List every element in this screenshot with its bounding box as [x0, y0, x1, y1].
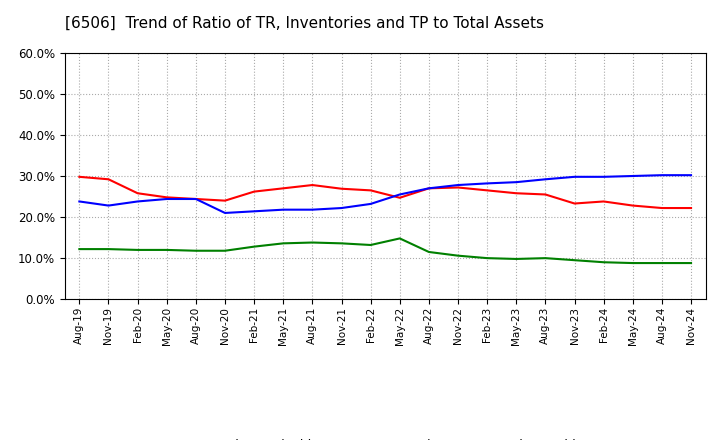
Inventories [133, 199, 142, 204]
Trade Payables [687, 260, 696, 266]
Trade Payables [395, 236, 404, 241]
Inventories [366, 201, 375, 206]
Trade Payables [483, 256, 492, 261]
Trade Payables [75, 246, 84, 252]
Inventories [512, 180, 521, 185]
Trade Receivables [599, 199, 608, 204]
Trade Receivables [250, 189, 258, 194]
Trade Receivables [454, 185, 462, 190]
Trade Payables [133, 247, 142, 253]
Trade Payables [541, 256, 550, 261]
Trade Receivables [366, 188, 375, 193]
Inventories [279, 207, 287, 213]
Trade Payables [192, 248, 200, 253]
Trade Receivables [541, 192, 550, 197]
Inventories [657, 172, 666, 178]
Trade Receivables [279, 186, 287, 191]
Inventories [454, 183, 462, 188]
Inventories [687, 172, 696, 178]
Trade Receivables [395, 195, 404, 200]
Trade Payables [570, 257, 579, 263]
Trade Payables [220, 248, 229, 253]
Trade Receivables [308, 183, 317, 188]
Inventories [250, 209, 258, 214]
Trade Payables [366, 242, 375, 248]
Line: Trade Payables: Trade Payables [79, 238, 691, 263]
Trade Receivables [425, 186, 433, 191]
Trade Payables [337, 241, 346, 246]
Inventories [425, 186, 433, 191]
Inventories [192, 196, 200, 202]
Inventories [75, 199, 84, 204]
Inventories [599, 174, 608, 180]
Trade Receivables [133, 191, 142, 196]
Trade Payables [250, 244, 258, 249]
Trade Payables [512, 257, 521, 262]
Trade Receivables [192, 196, 200, 202]
Inventories [395, 192, 404, 197]
Inventories [629, 173, 637, 179]
Trade Payables [657, 260, 666, 266]
Inventories [163, 196, 171, 202]
Trade Payables [308, 240, 317, 245]
Line: Trade Receivables: Trade Receivables [79, 177, 691, 208]
Text: [6506]  Trend of Ratio of TR, Inventories and TP to Total Assets: [6506] Trend of Ratio of TR, Inventories… [65, 16, 544, 31]
Trade Payables [599, 260, 608, 265]
Trade Payables [629, 260, 637, 266]
Inventories [541, 176, 550, 182]
Inventories [483, 181, 492, 186]
Trade Receivables [629, 203, 637, 208]
Trade Receivables [570, 201, 579, 206]
Trade Receivables [104, 176, 113, 182]
Trade Payables [104, 246, 113, 252]
Trade Payables [454, 253, 462, 258]
Trade Payables [279, 241, 287, 246]
Trade Receivables [75, 174, 84, 180]
Trade Receivables [657, 205, 666, 211]
Trade Payables [425, 249, 433, 255]
Inventories [104, 203, 113, 208]
Inventories [337, 205, 346, 211]
Trade Receivables [687, 205, 696, 211]
Trade Receivables [483, 188, 492, 193]
Trade Receivables [220, 198, 229, 203]
Inventories [570, 174, 579, 180]
Trade Payables [163, 247, 171, 253]
Inventories [308, 207, 317, 213]
Trade Receivables [163, 195, 171, 200]
Legend: Trade Receivables, Inventories, Trade Payables: Trade Receivables, Inventories, Trade Pa… [176, 433, 595, 440]
Line: Inventories: Inventories [79, 175, 691, 213]
Trade Receivables [337, 186, 346, 191]
Trade Receivables [512, 191, 521, 196]
Inventories [220, 210, 229, 216]
